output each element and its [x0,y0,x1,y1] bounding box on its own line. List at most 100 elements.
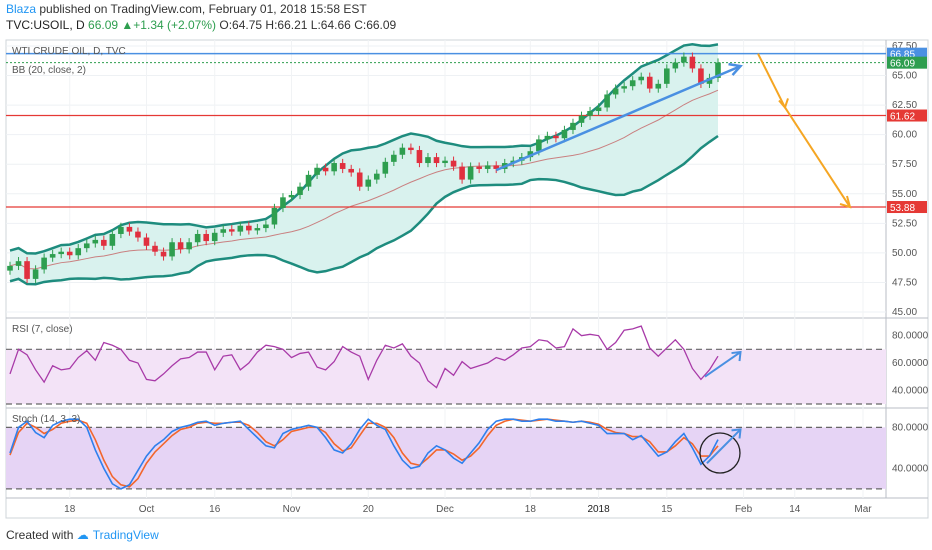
candle-body [32,269,39,279]
candle-body [24,261,30,279]
price-label-text: 61.62 [890,112,915,123]
candle-body [646,76,653,89]
candle-body [544,135,551,140]
high-label: H:66.21 [265,18,308,32]
time-tick-label: Oct [139,504,155,515]
candle-body [493,165,500,169]
candle-body [484,165,491,169]
price-tick-label: 52.50 [892,218,917,229]
candle-body [587,111,593,116]
trend-arrow-head [728,62,743,76]
candle-body [638,76,645,81]
price-label-text: 66.09 [890,59,915,70]
price-tick-label: 47.50 [892,277,917,288]
candle-body [280,197,286,208]
publish-info: Blaza published on TradingView.com, Febr… [6,2,367,16]
candle-body [49,254,56,258]
price-label-badge [887,201,927,214]
price-change: +1.34 (+2.07%) [133,18,217,32]
candle-body [160,251,167,257]
candle-body [365,179,372,187]
rsi-arrow-head [731,350,742,362]
candle-body [58,251,64,255]
candle-body [194,233,201,243]
chart-frame [5,39,929,519]
price-label-text: 66.85 [890,50,915,61]
price-legend: WTI CRUDE OIL, D, TVC [12,46,126,57]
candle-body [442,160,448,164]
candle-body [135,231,141,238]
candle-body [382,161,389,174]
candle-body [41,257,47,270]
stoch-circle-annotation [699,432,741,474]
candle-body [604,94,610,108]
bollinger-lower [9,134,719,286]
rsi-legend: RSI (7, close) [12,324,73,335]
trend-arrow-line [495,64,742,172]
time-tick-label: Feb [735,504,753,515]
candle-body [416,150,423,164]
author-link[interactable]: Blaza [6,2,37,16]
tradingview-cloud-icon: ☁ [76,528,89,542]
candle-body [536,139,542,152]
price-tick-label: 60.00 [892,130,917,141]
candle-body [561,129,568,139]
stoch-arrow-line [706,428,742,464]
candle-body [527,151,534,158]
candle-body [467,166,474,180]
candle-body [7,265,13,271]
rsi-band-fill [6,349,886,404]
candle-body [578,115,585,123]
candle-body [75,248,82,256]
candle-body [169,242,175,257]
candle-body [271,207,278,225]
candle-body [459,166,465,180]
candle-body [331,163,337,172]
bb-legend: BB (20, close, 2) [12,65,86,76]
candle-body [288,194,295,198]
candle-body [211,232,218,242]
low-label: L:64.66 [310,18,351,32]
candle-body [433,157,440,164]
rsi-tick-label: 60.0000 [892,358,929,369]
created-with-text: Created with [6,528,74,542]
close-label: C:66.09 [354,18,397,32]
time-tick-label: 2018 [587,504,610,515]
candle-body [220,229,227,233]
up-triangle-icon: ▲ [121,18,134,32]
candle-body [391,154,397,162]
candle-body [101,239,107,246]
time-tick-label: Nov [283,504,301,515]
candle-body [706,77,713,84]
candle-body [450,160,457,167]
time-tick-label: 16 [209,504,221,515]
candle-body [553,135,559,139]
stoch-k-line [9,418,719,490]
price-tick-label: 62.50 [892,100,917,111]
time-tick-label: 18 [64,504,76,515]
candle-body [83,243,90,249]
forecast-line [757,53,786,108]
candle-body [425,157,431,164]
candle-body [203,233,209,242]
candle-body [322,167,329,172]
candle-body [254,228,261,231]
candle-body [399,147,406,155]
candle-body [297,186,303,195]
candle-body [664,68,670,84]
rsi-tick-label: 80.0000 [892,331,929,342]
candle-body [152,245,158,252]
time-tick-label: Dec [436,504,454,515]
candle-body [408,147,414,151]
price-tick-label: 50.00 [892,248,917,259]
candle-body [655,83,662,89]
tradingview-brand[interactable]: TradingView [92,528,159,542]
time-tick-label: 20 [363,504,375,515]
time-tick-label: 15 [661,504,673,515]
stoch-d-line [9,418,719,488]
candle-body [246,225,252,231]
candle-body [629,80,636,87]
rsi-line [9,325,719,389]
candle-body [305,174,312,187]
